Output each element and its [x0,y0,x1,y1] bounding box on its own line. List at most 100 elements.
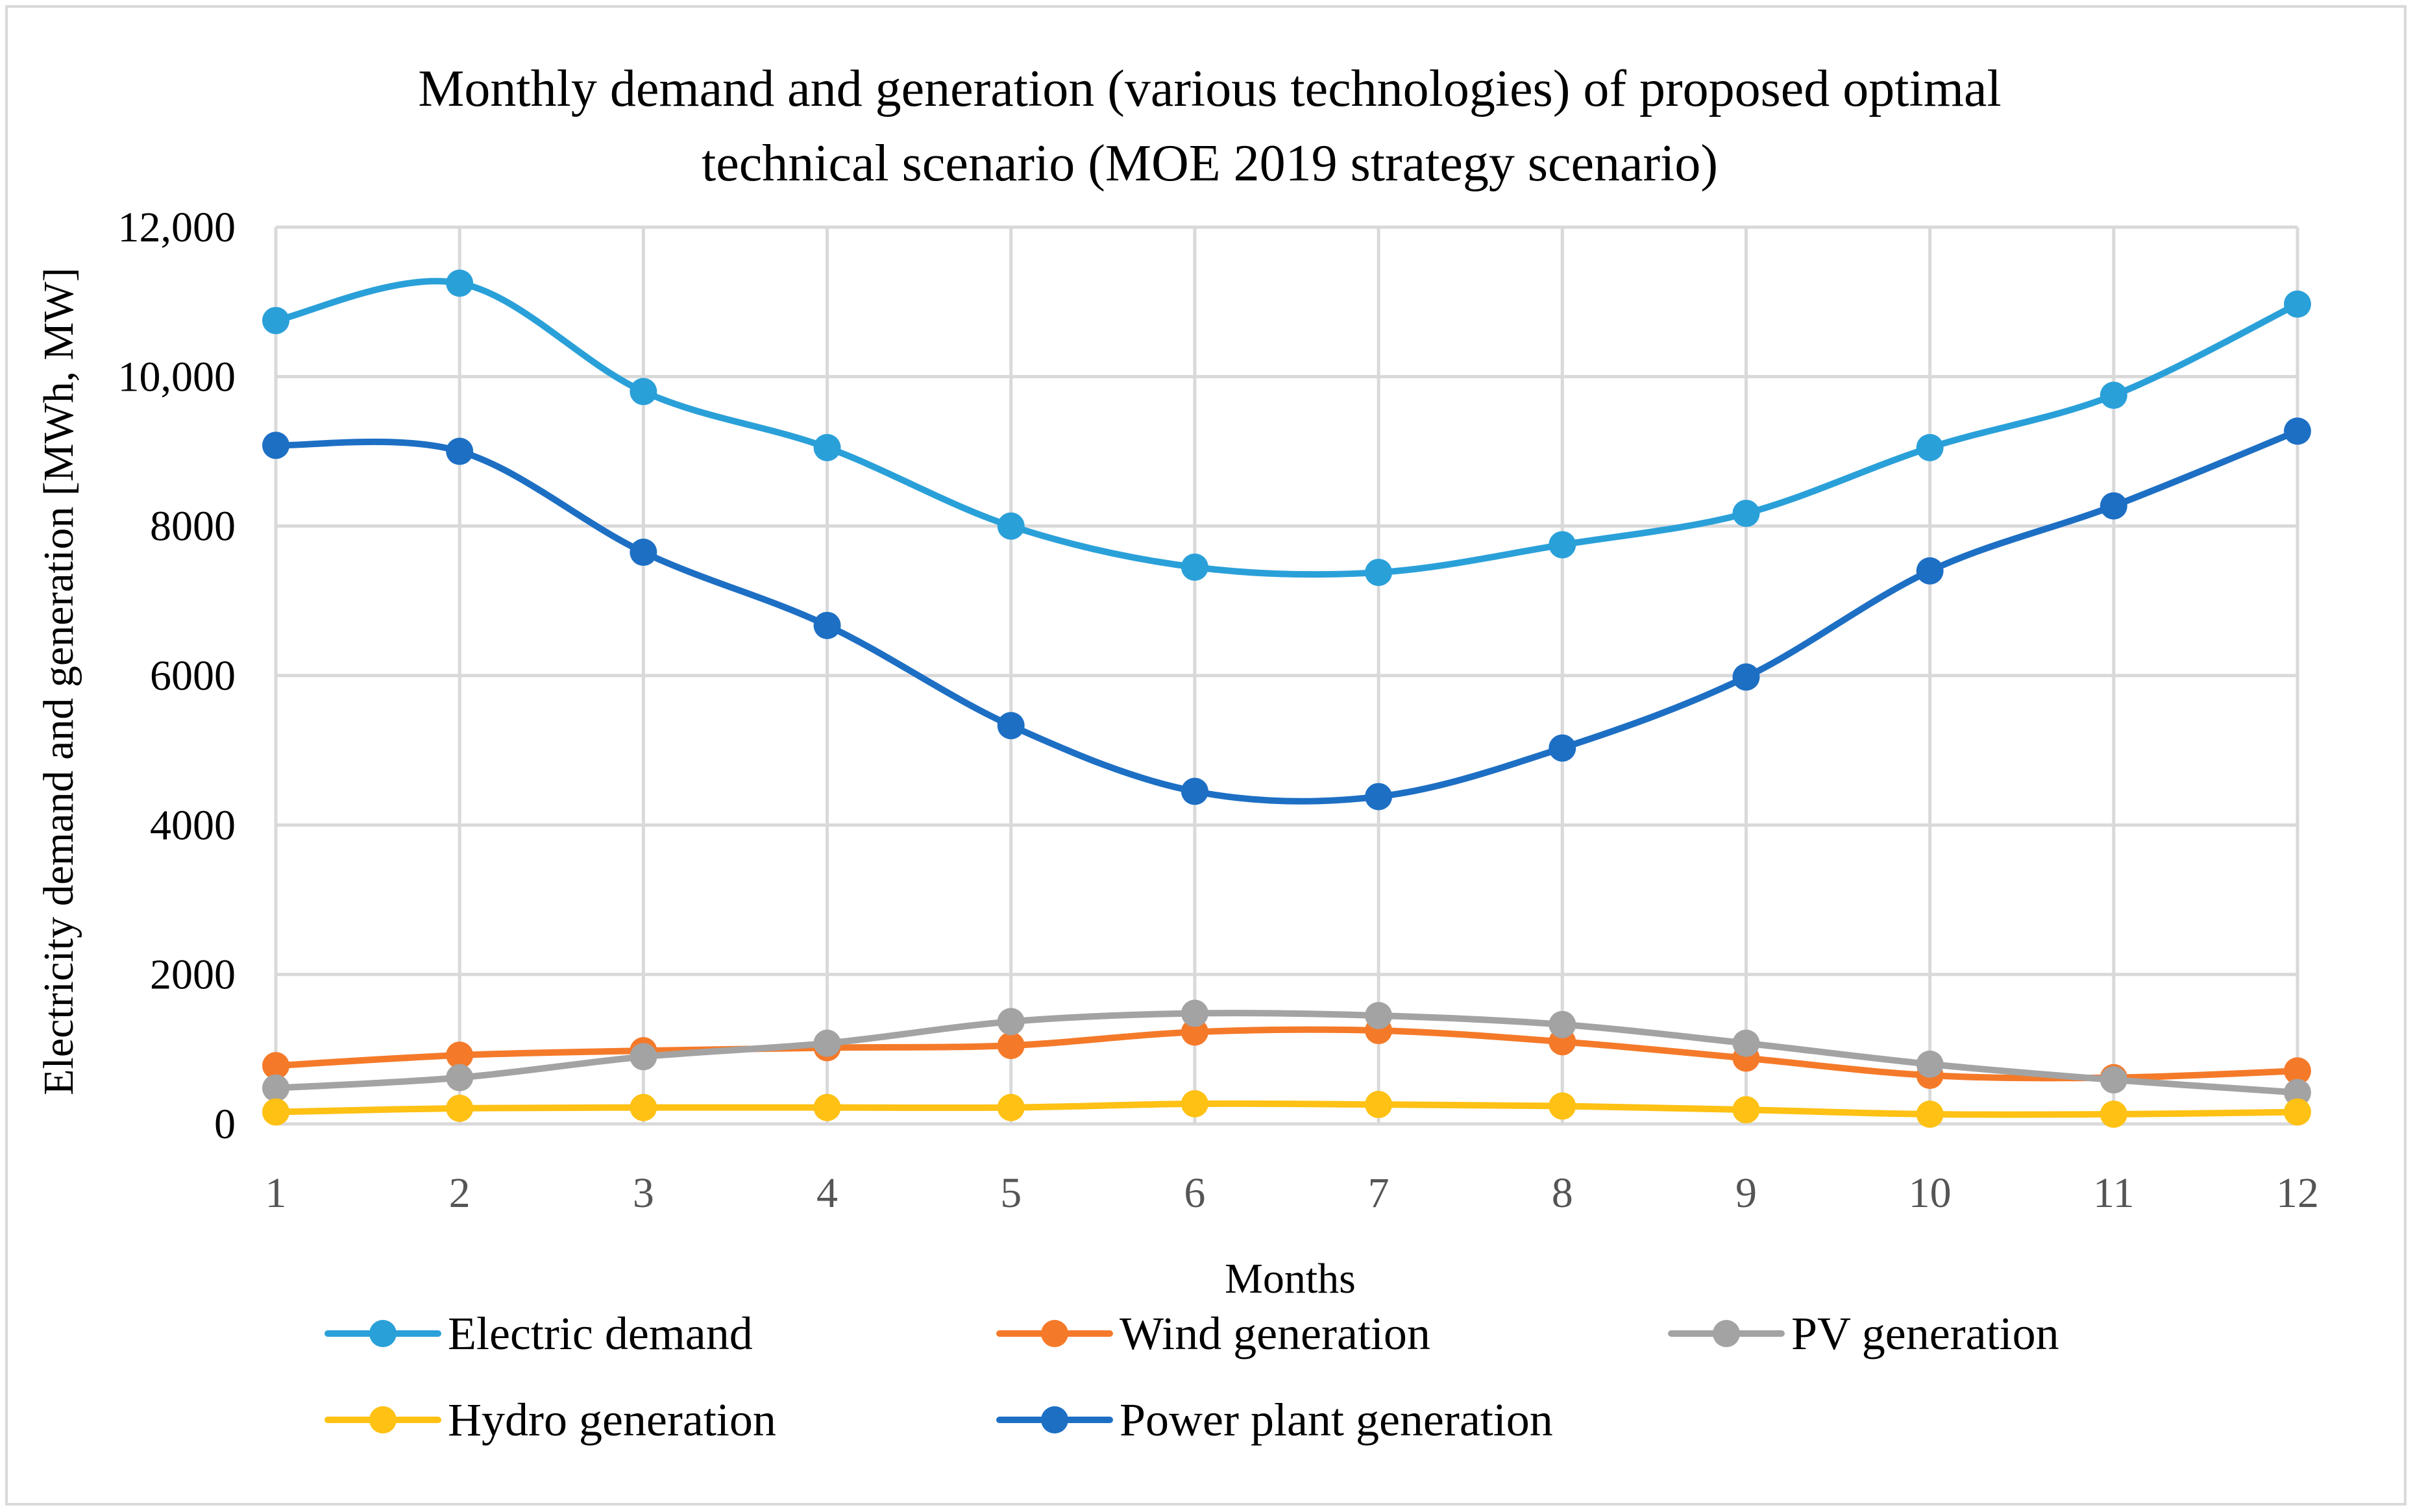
x-tick-label: 10 [1909,1169,1952,1217]
legend-swatch-marker [1713,1320,1740,1347]
series-hydro-generation [262,1090,2311,1128]
data-point-electric-demand [2100,382,2127,409]
y-tick-label: 6000 [150,652,236,700]
legend-label: Hydro generation [448,1394,776,1446]
x-tick-label: 1 [265,1169,287,1217]
data-point-power-plant-generation [1181,777,1208,805]
x-tick-label: 12 [2276,1169,2319,1217]
x-tick-label: 9 [1735,1169,1757,1217]
legend-item-pv-generation: PV generation [1668,1308,2059,1360]
x-tick-label: 5 [1000,1169,1022,1217]
x-tick-label: 2 [449,1169,471,1217]
legend-swatch-marker [1041,1406,1068,1433]
data-point-hydro-generation [997,1093,1025,1121]
legend-label: Power plant generation [1120,1394,1553,1446]
data-point-power-plant-generation [2284,417,2311,445]
x-tick-label: 11 [2093,1169,2135,1217]
y-tick-label: 0 [214,1101,236,1148]
series-line-wind-generation [273,1026,2301,1082]
chart-title: Monthly demand and generation (various t… [418,60,2001,192]
legend: Electric demand Wind generation PV generat… [325,1308,2059,1446]
data-point-power-plant-generation [1916,557,1944,585]
data-point-hydro-generation [446,1094,474,1122]
legend-item-electric-demand: Electric demand [325,1308,753,1360]
data-point-electric-demand [446,269,474,297]
data-point-power-plant-generation [446,437,474,465]
data-point-pv-generation [1181,999,1208,1027]
data-point-hydro-generation [630,1093,657,1121]
data-point-electric-demand [1549,531,1576,559]
legend-swatch-marker [369,1320,397,1347]
data-point-pv-generation [1732,1029,1760,1057]
series-line-power-plant-generation [273,428,2301,805]
data-point-power-plant-generation [1549,734,1576,762]
series-line-electric-demand [273,278,2301,578]
data-point-wind-generation [446,1042,474,1069]
data-point-wind-generation [1181,1018,1208,1046]
y-tick-label: 12,000 [118,204,236,251]
data-point-hydro-generation [1732,1096,1760,1124]
y-tick-label: 2000 [150,951,236,999]
data-point-electric-demand [2284,290,2311,318]
data-point-electric-demand [1916,433,1944,461]
x-tick-label: 7 [1368,1169,1390,1217]
legend-label: Electric demand [448,1308,753,1360]
x-axis-ticks: 1 2 3 4 5 6 7 8 9 10 11 12 [265,1169,2320,1217]
data-point-power-plant-generation [813,611,841,639]
series-power-plant-generation [262,417,2311,811]
data-point-hydro-generation [1365,1091,1393,1119]
data-point-pv-generation [813,1029,841,1057]
data-point-pv-generation [1916,1050,1944,1078]
data-point-power-plant-generation [630,538,657,566]
data-point-pv-generation [2284,1079,2311,1106]
x-tick-label: 4 [816,1169,838,1217]
legend-swatch-marker [369,1406,397,1433]
series-line-hydro-generation [273,1100,2301,1118]
x-tick-label: 8 [1552,1169,1573,1217]
data-point-pv-generation [1549,1010,1576,1038]
data-point-hydro-generation [1916,1101,1944,1128]
data-point-pv-generation [630,1043,657,1071]
y-tick-label: 8000 [150,503,236,550]
data-point-power-plant-generation [997,712,1025,740]
series-electric-demand [262,269,2311,587]
data-point-electric-demand [630,378,657,406]
chart-title-line-1: Monthly demand and generation (various t… [418,60,2001,117]
data-point-power-plant-generation [1732,663,1760,691]
data-point-electric-demand [262,306,289,334]
data-point-pv-generation [446,1064,474,1091]
y-tick-label: 4000 [150,801,236,849]
y-axis-title: Electricity demand and generation [MWh, … [35,267,82,1095]
data-point-hydro-generation [813,1093,841,1121]
data-point-wind-generation [997,1032,1025,1060]
grid [274,225,2299,1126]
legend-label: PV generation [1791,1308,2059,1360]
data-point-electric-demand [1732,500,1760,528]
data-point-wind-generation [262,1052,289,1080]
chart-frame [5,5,2407,1506]
data-point-power-plant-generation [262,432,289,459]
data-point-electric-demand [1365,559,1393,587]
legend-item-power-plant-generation: Power plant generation [996,1394,1553,1446]
data-point-electric-demand [997,512,1025,540]
legend-item-wind-generation: Wind generation [996,1308,1430,1360]
series-wind-generation [262,1017,2311,1091]
series [262,269,2311,1128]
data-point-electric-demand [813,433,841,461]
data-point-hydro-generation [1181,1090,1208,1117]
legend-label: Wind generation [1120,1308,1430,1360]
series-pv-generation [262,999,2311,1106]
data-point-electric-demand [1181,554,1208,581]
series-line-pv-generation [273,1010,2301,1096]
y-tick-label: 10,000 [118,353,236,400]
chart-title-line-2: technical scenario (MOE 2019 strategy sc… [702,135,1718,192]
data-point-power-plant-generation [2100,492,2127,520]
data-point-pv-generation [1365,1002,1393,1030]
data-point-pv-generation [262,1074,289,1102]
x-tick-label: 6 [1184,1169,1205,1217]
y-axis-ticks: 0 2000 4000 6000 8000 10,000 12,000 [118,204,236,1148]
data-point-hydro-generation [1549,1092,1576,1120]
data-point-hydro-generation [2100,1101,2127,1128]
x-axis-title: Months [1225,1255,1356,1302]
